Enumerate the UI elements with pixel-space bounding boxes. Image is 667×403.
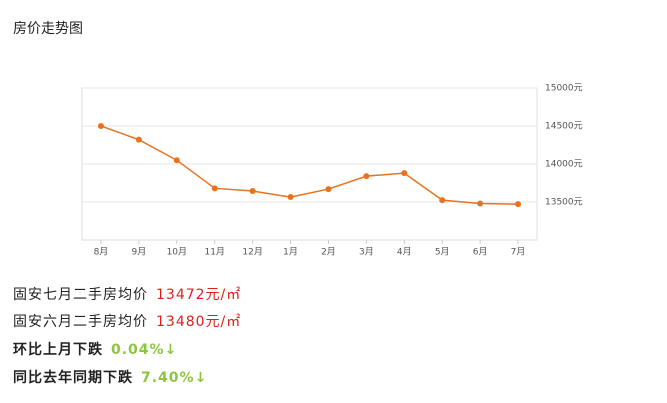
x-tick-label: 11月 xyxy=(204,247,224,258)
stat-label: 固安七月二手房均价 xyxy=(13,287,148,303)
x-tick-label: 2月 xyxy=(321,247,336,258)
point xyxy=(401,170,408,177)
point xyxy=(135,136,142,143)
stat-line: 固安七月二手房均价 13472元/㎡ xyxy=(13,284,241,304)
y-tick-label: 15000元 xyxy=(545,84,583,94)
point xyxy=(97,123,104,129)
chart: 13500元 14000元 14500元 15000元 8月 9月 10月 11月 12月 1月 2… xyxy=(81,84,583,258)
point xyxy=(287,194,294,201)
x-tick-label: 9月 xyxy=(132,247,147,258)
point xyxy=(211,185,218,192)
stat-value: 0.04%↓ xyxy=(111,342,178,358)
page-title: 房价走势图 xyxy=(13,21,83,37)
x-tick-label: 3月 xyxy=(359,247,374,258)
point xyxy=(515,201,522,208)
stat-label: 环比上月下跌 xyxy=(13,342,103,358)
stat-line: 环比上月下跌 0.04%↓ xyxy=(13,339,177,359)
point xyxy=(325,186,332,193)
y-tick-label: 14000元 xyxy=(545,160,583,170)
stat-label: 同比去年同期下跌 xyxy=(13,370,133,386)
point xyxy=(363,173,370,180)
y-tick-label: 14500元 xyxy=(545,122,583,132)
point xyxy=(439,197,446,204)
x-tick-label: 12月 xyxy=(242,247,262,258)
x-tick-label: 8月 xyxy=(94,247,109,258)
x-tick-label: 10月 xyxy=(167,247,187,258)
point xyxy=(249,187,256,194)
line xyxy=(100,125,519,205)
x-tick-label: 1月 xyxy=(283,247,298,258)
stat-value: 13480元/㎡ xyxy=(156,314,242,330)
stat-line: 固安六月二手房均价 13480元/㎡ xyxy=(13,311,241,331)
x-tick-label: 6月 xyxy=(473,247,488,258)
point xyxy=(173,157,180,164)
x-tick-label: 5月 xyxy=(435,247,450,258)
y-tick-label: 13500元 xyxy=(545,198,583,208)
point xyxy=(477,200,484,207)
stat-value: 13472元/㎡ xyxy=(156,287,242,303)
stat-line: 同比去年同期下跌 7.40%↓ xyxy=(13,367,207,387)
stat-label: 固安六月二手房均价 xyxy=(13,314,148,330)
x-tick-label: 7月 xyxy=(511,247,526,258)
stat-value: 7.40%↓ xyxy=(141,370,208,386)
x-tick-label: 4月 xyxy=(397,247,412,258)
